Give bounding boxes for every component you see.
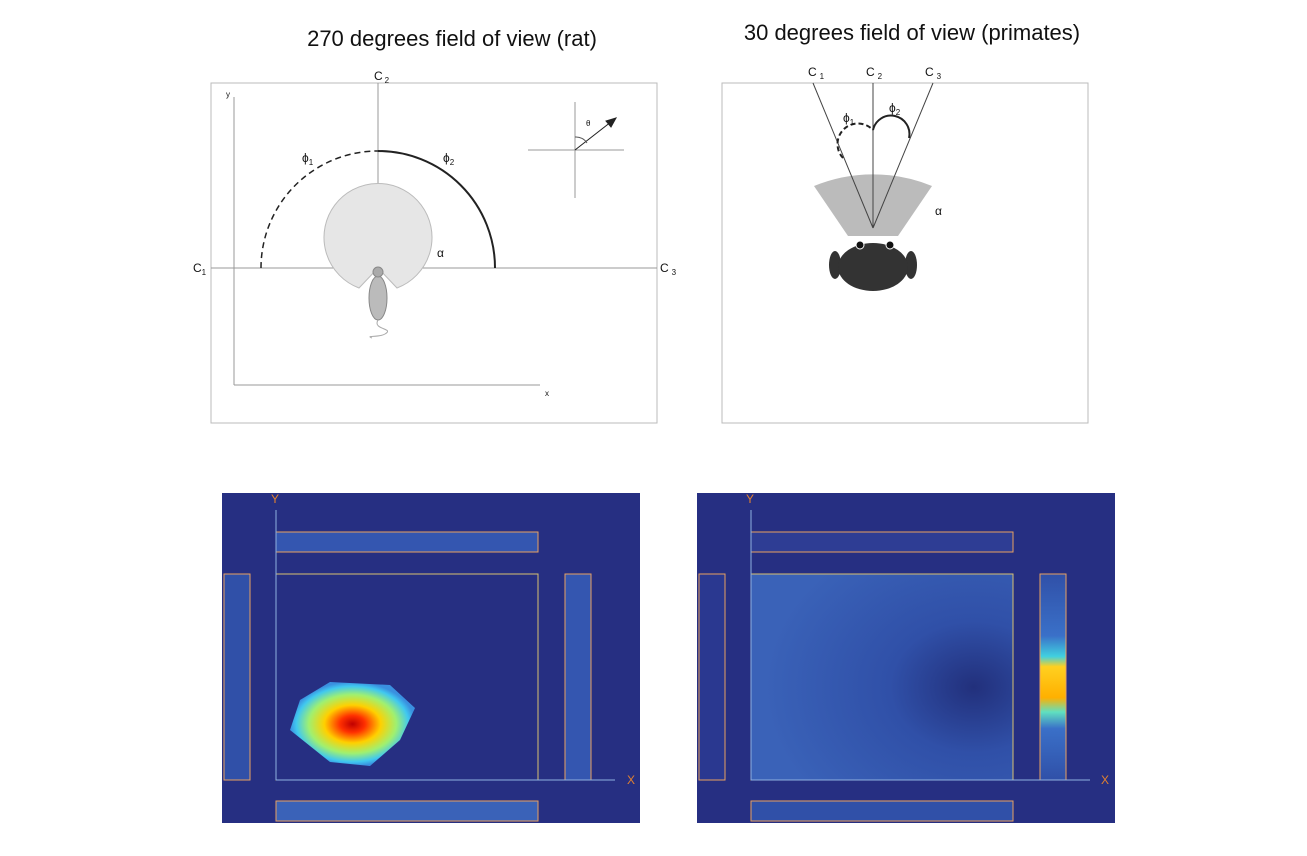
eye [885, 240, 895, 250]
heatmap [222, 493, 640, 823]
axis-label: X [627, 773, 635, 787]
phi1-arc [260, 150, 379, 269]
label: 2 [896, 108, 901, 117]
ear [829, 251, 841, 279]
label: 1 [820, 72, 825, 81]
label: ϕ2 [443, 151, 455, 167]
marginal-bar [275, 531, 539, 553]
label: 1 [202, 268, 207, 277]
field-of-view [323, 182, 433, 289]
marginal-bar [275, 800, 539, 822]
label: 1 [850, 118, 855, 127]
axis-label: Y [746, 492, 754, 506]
axis-label: X [1101, 773, 1109, 787]
label: ϕ [843, 111, 850, 125]
label: C [374, 69, 383, 83]
label: C [660, 261, 669, 275]
label: 2 [450, 158, 455, 167]
label: α [935, 204, 942, 218]
label: C [193, 261, 202, 275]
label: ϕ [302, 151, 309, 165]
label: C [925, 65, 934, 79]
heat-blob [290, 682, 415, 766]
marginal-bar [750, 800, 1014, 822]
map-frame [750, 573, 1014, 781]
marginal-bar [223, 573, 251, 781]
c1-line [812, 82, 874, 229]
marginal-bar [564, 573, 592, 781]
rat-head [372, 266, 384, 278]
theta-arc [574, 136, 588, 144]
phi1-arc [836, 122, 874, 159]
eye [855, 240, 865, 250]
c3-line [872, 82, 934, 229]
phi2-arc [377, 150, 496, 269]
panel-title: 270 degrees field of view (rat) [307, 26, 597, 51]
axis-label: Y [271, 492, 279, 506]
arrowhead [605, 117, 618, 128]
frame [721, 82, 1089, 424]
heatmap [697, 493, 1115, 823]
primate-panel [721, 82, 1089, 424]
panel-title: 30 degrees field of view (primates) [744, 20, 1080, 45]
frame [210, 82, 658, 424]
label: ϕ [889, 101, 896, 115]
phi2-arc [872, 114, 911, 139]
label: ϕ1 [843, 111, 855, 127]
label: 3 [937, 72, 942, 81]
label: 1 [309, 158, 314, 167]
label: 2 [385, 76, 390, 85]
label: ϕ2 [889, 101, 901, 117]
label: ϕ [443, 151, 450, 165]
rat-tail [369, 319, 388, 339]
label: x [545, 389, 549, 398]
marginal-bar [750, 531, 1014, 553]
marginal-bar [1039, 573, 1067, 781]
label: 3 [672, 268, 677, 277]
label: C [866, 65, 875, 79]
label: C1 [193, 261, 207, 277]
rat-panel [210, 82, 658, 424]
head [838, 243, 908, 291]
ear [905, 251, 917, 279]
rat-body [368, 275, 388, 321]
label: C [808, 65, 817, 79]
marginal-bar [698, 573, 726, 781]
label: α [437, 246, 444, 260]
label: 2 [878, 72, 883, 81]
label: ϕ1 [302, 151, 314, 167]
label: θ [586, 119, 591, 128]
label: y [226, 90, 230, 99]
